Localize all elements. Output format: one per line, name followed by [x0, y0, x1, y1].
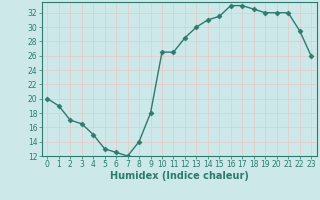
X-axis label: Humidex (Indice chaleur): Humidex (Indice chaleur)	[110, 171, 249, 181]
